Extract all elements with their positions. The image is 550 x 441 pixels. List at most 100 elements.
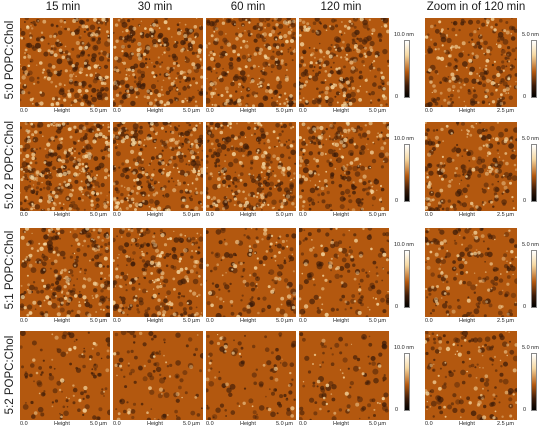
axis-end-label: 5.0 µm	[276, 212, 293, 218]
afm-image	[206, 122, 296, 211]
axis-height-label: Height	[147, 212, 163, 218]
axis-end-label: 2.5 µm	[497, 421, 514, 427]
row-label-5-0-2: 5:0.2 POPC:Chol	[4, 120, 16, 210]
axis-start-label: 0.0	[425, 318, 433, 324]
afm-image	[20, 331, 110, 420]
axis-end-label: 5.0 µm	[369, 421, 386, 427]
colorbar-zoom-max-label: 5.0 nm	[522, 242, 539, 248]
colorbar-min-label: 0	[395, 407, 399, 413]
col-title-30min: 30 min	[137, 1, 173, 13]
afm-zoom-image	[425, 228, 517, 317]
colorbar-max-label: 10.0 nm	[394, 136, 414, 142]
colorbar-zoom	[531, 40, 537, 98]
axis-height-label: Height	[459, 212, 475, 218]
col-title-60min: 60 min	[230, 1, 266, 13]
afm-image	[113, 18, 203, 107]
colorbar-zoom-max-label: 5.0 nm	[522, 136, 539, 142]
axis-height-label: Height	[240, 212, 256, 218]
colorbar-zoom-min-label: 0	[523, 198, 527, 204]
colorbar-min-label: 0	[395, 304, 399, 310]
afm-image	[113, 122, 203, 211]
colorbar-zoom-max-label: 5.0 nm	[522, 32, 539, 38]
afm-image	[20, 122, 110, 211]
colorbar-max-label: 10.0 nm	[394, 32, 414, 38]
colorbar	[404, 250, 410, 308]
colorbar-zoom	[531, 353, 537, 411]
col-title-120min: 120 min	[320, 1, 362, 13]
axis-start-label: 0.0	[206, 421, 214, 427]
axis-end-label: 5.0 µm	[276, 108, 293, 114]
axis-start-label: 0.0	[113, 108, 121, 114]
axis-height-label: Height	[240, 108, 256, 114]
axis-end-label: 5.0 µm	[90, 108, 107, 114]
afm-image	[299, 122, 389, 211]
axis-end-label: 5.0 µm	[369, 318, 386, 324]
axis-start-label: 0.0	[299, 212, 307, 218]
afm-image	[113, 331, 203, 420]
axis-end-label: 5.0 µm	[276, 318, 293, 324]
afm-image	[299, 331, 389, 420]
axis-start-label: 0.0	[206, 108, 214, 114]
axis-end-label: 5.0 µm	[90, 421, 107, 427]
axis-end-label: 5.0 µm	[369, 212, 386, 218]
axis-height-label: Height	[147, 421, 163, 427]
afm-image	[113, 228, 203, 317]
axis-end-label: 2.5 µm	[497, 108, 514, 114]
axis-height-label: Height	[459, 421, 475, 427]
afm-image	[206, 331, 296, 420]
colorbar-min-label: 0	[395, 94, 399, 100]
colorbar-zoom	[531, 144, 537, 202]
colorbar-zoom-min-label: 0	[523, 304, 527, 310]
axis-start-label: 0.0	[20, 421, 28, 427]
axis-end-label: 2.5 µm	[497, 318, 514, 324]
row-label-5-0: 5:0 POPC:Chol	[4, 20, 16, 100]
axis-start-label: 0.0	[20, 108, 28, 114]
col-title-zoom: Zoom in of 120 min	[426, 1, 526, 13]
row-label-5-2: 5:2 POPC:Chol	[4, 335, 16, 415]
axis-height-label: Height	[147, 318, 163, 324]
axis-start-label: 0.0	[113, 318, 121, 324]
axis-start-label: 0.0	[206, 212, 214, 218]
axis-height-label: Height	[54, 318, 70, 324]
afm-zoom-image	[425, 331, 517, 420]
axis-height-label: Height	[459, 108, 475, 114]
axis-height-label: Height	[333, 318, 349, 324]
colorbar	[404, 353, 410, 411]
axis-height-label: Height	[240, 421, 256, 427]
afm-image	[20, 18, 110, 107]
axis-end-label: 5.0 µm	[183, 108, 200, 114]
axis-start-label: 0.0	[20, 212, 28, 218]
axis-start-label: 0.0	[425, 108, 433, 114]
colorbar	[404, 40, 410, 98]
colorbar-min-label: 0	[395, 198, 399, 204]
axis-height-label: Height	[54, 108, 70, 114]
axis-end-label: 5.0 µm	[369, 108, 386, 114]
colorbar-zoom	[531, 250, 537, 308]
afm-zoom-image	[425, 122, 517, 211]
axis-height-label: Height	[333, 212, 349, 218]
axis-end-label: 5.0 µm	[90, 212, 107, 218]
col-title-15min: 15 min	[45, 1, 81, 13]
afm-image	[206, 228, 296, 317]
afm-image	[206, 18, 296, 107]
axis-start-label: 0.0	[206, 318, 214, 324]
axis-end-label: 5.0 µm	[183, 212, 200, 218]
axis-start-label: 0.0	[20, 318, 28, 324]
colorbar-max-label: 10.0 nm	[394, 345, 414, 351]
axis-start-label: 0.0	[113, 212, 121, 218]
axis-height-label: Height	[459, 318, 475, 324]
afm-image	[20, 228, 110, 317]
axis-end-label: 5.0 µm	[183, 318, 200, 324]
axis-start-label: 0.0	[299, 318, 307, 324]
axis-height-label: Height	[333, 421, 349, 427]
axis-end-label: 5.0 µm	[183, 421, 200, 427]
axis-height-label: Height	[54, 212, 70, 218]
colorbar-zoom-min-label: 0	[523, 407, 527, 413]
axis-start-label: 0.0	[113, 421, 121, 427]
afm-image	[299, 228, 389, 317]
colorbar-zoom-max-label: 5.0 nm	[522, 345, 539, 351]
axis-start-label: 0.0	[425, 421, 433, 427]
axis-height-label: Height	[333, 108, 349, 114]
afm-image	[299, 18, 389, 107]
axis-height-label: Height	[147, 108, 163, 114]
